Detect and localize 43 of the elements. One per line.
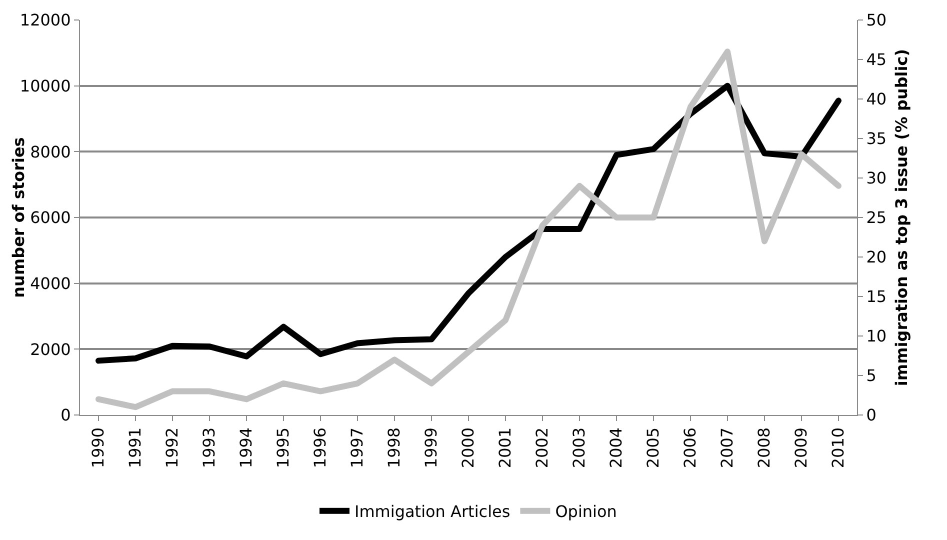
x-tick-label: 1994 bbox=[236, 427, 256, 468]
x-tick-label: 1997 bbox=[348, 427, 367, 468]
y-tick-label: 10000 bbox=[20, 76, 71, 96]
y-tick-label: 12000 bbox=[20, 10, 71, 30]
x-tick-label: 1991 bbox=[126, 427, 145, 468]
x-tick-label: 2003 bbox=[570, 427, 589, 468]
y-tick-label: 0 bbox=[60, 406, 71, 425]
x-tick-label: 2004 bbox=[606, 427, 626, 468]
y2-tick-label: 0 bbox=[866, 406, 876, 425]
y-tick-label: 4000 bbox=[30, 274, 71, 293]
x-tick-label: 1992 bbox=[162, 427, 182, 468]
x-tick-label: 2005 bbox=[644, 427, 663, 468]
x-tick-label: 2002 bbox=[532, 427, 552, 468]
x-tick-label: 1995 bbox=[274, 427, 293, 468]
y-tick-label: 6000 bbox=[30, 208, 71, 228]
x-tick-label: 2001 bbox=[496, 427, 515, 468]
x-tick-label: 1993 bbox=[200, 427, 219, 468]
x-tick-label: 1996 bbox=[310, 427, 330, 468]
legend-label: Opinion bbox=[555, 502, 617, 522]
y2-tick-label: 10 bbox=[866, 326, 887, 346]
y2-tick-label: 5 bbox=[866, 366, 876, 386]
y2-tick-label: 50 bbox=[866, 10, 887, 30]
y2-tick-label: 25 bbox=[866, 208, 887, 228]
x-tick-label: 2000 bbox=[458, 427, 478, 468]
x-tick-label: 2007 bbox=[718, 427, 737, 468]
x-tick-label: 1998 bbox=[384, 427, 404, 468]
x-tick-label: 2010 bbox=[828, 427, 848, 468]
y-tick-label: 2000 bbox=[30, 340, 71, 359]
x-tick-label: 1990 bbox=[88, 427, 108, 468]
y2-axis-title: immigration as top 3 issue (% public) bbox=[892, 48, 911, 386]
y-tick-label: 8000 bbox=[30, 142, 71, 162]
x-tick-label: 2008 bbox=[754, 427, 774, 468]
y-axis-title: number of stories bbox=[9, 137, 28, 298]
y2-tick-label: 20 bbox=[866, 248, 887, 267]
x-tick-label: 1999 bbox=[422, 427, 441, 468]
x-tick-label: 2009 bbox=[792, 427, 811, 468]
y2-tick-label: 15 bbox=[866, 287, 887, 306]
y2-tick-label: 40 bbox=[866, 90, 887, 109]
x-tick-label: 2006 bbox=[680, 427, 700, 468]
y2-tick-label: 45 bbox=[866, 50, 887, 70]
y2-tick-label: 30 bbox=[866, 168, 887, 188]
y2-tick-label: 35 bbox=[866, 129, 887, 148]
legend-label: Immigation Articles bbox=[354, 502, 510, 522]
